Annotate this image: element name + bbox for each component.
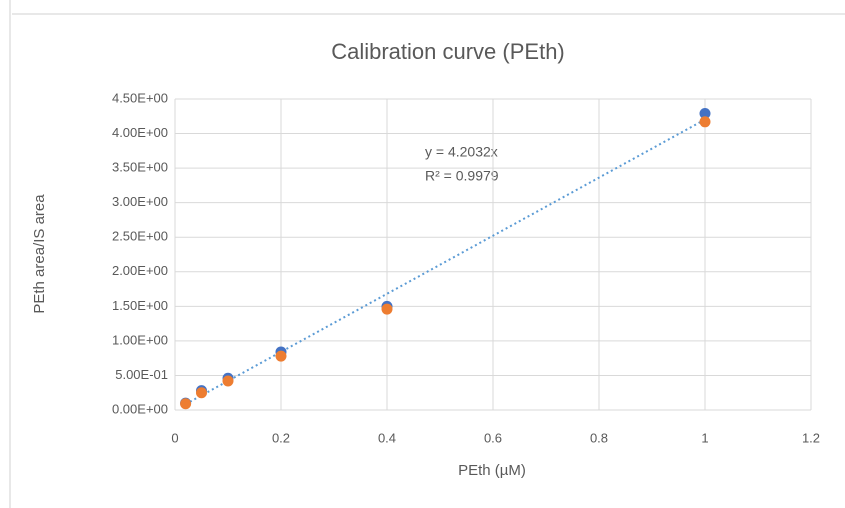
y-tick-label: 2.00E+00 — [112, 263, 168, 278]
y-tick-label: 3.50E+00 — [112, 160, 168, 175]
x-tick-label: 1 — [701, 430, 708, 445]
x-tick-label: 0 — [171, 430, 178, 445]
y-tick-label: 4.00E+00 — [112, 125, 168, 140]
y-tick-label: 2.50E+00 — [112, 229, 168, 244]
y-tick-label: 4.50E+00 — [112, 90, 168, 105]
y-tick-label: 1.50E+00 — [112, 298, 168, 313]
x-axis-label: PEth (µM) — [458, 462, 526, 479]
data-point — [699, 108, 711, 120]
y-tick-label: 1.00E+00 — [112, 332, 168, 347]
trendline — [185, 118, 706, 406]
chart-title: Calibration curve (PEth) — [331, 39, 565, 64]
y-tick-label: 5.00E-01 — [115, 367, 168, 382]
trendline-equation: y = 4.2032x — [425, 144, 498, 160]
data-point — [699, 116, 711, 128]
data-point — [180, 398, 192, 410]
y-tick-label: 3.00E+00 — [112, 194, 168, 209]
x-tick-label: 0.4 — [378, 430, 396, 445]
x-tick-label: 0.6 — [484, 430, 502, 445]
data-point — [196, 387, 207, 399]
trendline-r2: R² = 0.9979 — [425, 168, 499, 184]
data-point — [381, 303, 393, 315]
x-tick-label: 1.2 — [802, 430, 820, 445]
y-tick-label: 0.00E+00 — [112, 401, 168, 416]
y-axis-label: PEth area/IS area — [31, 194, 48, 314]
x-tick-label: 0.8 — [590, 430, 608, 445]
data-point — [222, 375, 234, 387]
x-tick-label: 0.2 — [272, 430, 290, 445]
data-point — [275, 350, 287, 362]
